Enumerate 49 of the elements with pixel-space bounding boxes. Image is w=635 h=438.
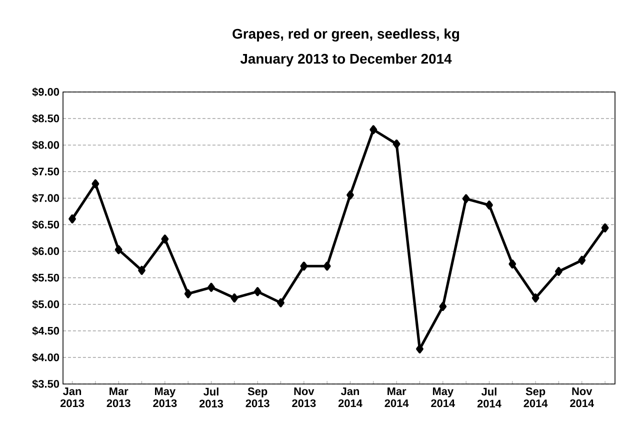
y-tick-label: $6.00 [32,246,60,256]
point [486,200,493,210]
y-tick-label: $3.50 [32,380,60,388]
point [92,179,100,188]
chart-subtitle: January 2013 to December 2014 [240,53,452,66]
y-tick-label: $9.00 [32,88,60,96]
y-tick-label: $5.50 [32,273,60,282]
point [277,298,284,308]
y-tick-label: $8.00 [32,140,60,150]
chart-title: Grapes, red or green, seedless, kg [232,28,460,42]
y-tick-label: $4.00 [32,352,60,362]
x-tick-label: Jul 2013 [199,388,224,408]
point [114,245,122,254]
point [532,293,540,302]
point [555,266,562,276]
x-tick-label: Sep 2014 [524,388,548,408]
x-tick-label: May 2013 [153,388,177,408]
y-tick-label: $6.50 [32,220,60,230]
x-tick-label: Nov 2014 [570,388,594,408]
y-tick-label: $8.50 [32,114,60,124]
point [184,289,192,298]
x-tick-label: Jan 2013 [60,388,84,408]
y-tick-label: $4.50 [32,326,60,336]
point [161,234,169,244]
x-tick-label: Sep 2013 [246,388,270,408]
x-tick-label: Nov 2013 [292,388,316,408]
point [230,293,238,302]
point [508,260,516,268]
x-tick-label: Mar 2013 [106,388,130,408]
point [254,287,262,296]
x-tick-label: May 2014 [431,388,456,408]
point [68,214,76,224]
point [392,140,400,148]
point [439,302,447,311]
point [346,190,354,200]
point [300,262,308,271]
point [370,125,378,134]
x-tick-label: Mar 2014 [384,388,409,408]
y-tick-label: $7.50 [32,167,60,176]
point [138,266,146,275]
point [208,282,215,292]
x-tick-label: Jul 2014 [477,388,502,408]
point [578,256,586,265]
point [601,223,609,232]
y-tick-label: $7.00 [32,194,60,203]
y-tick-label: $5.00 [32,300,60,309]
x-tick-label: Jan 2014 [338,388,362,408]
point [462,194,470,204]
point [323,262,331,271]
